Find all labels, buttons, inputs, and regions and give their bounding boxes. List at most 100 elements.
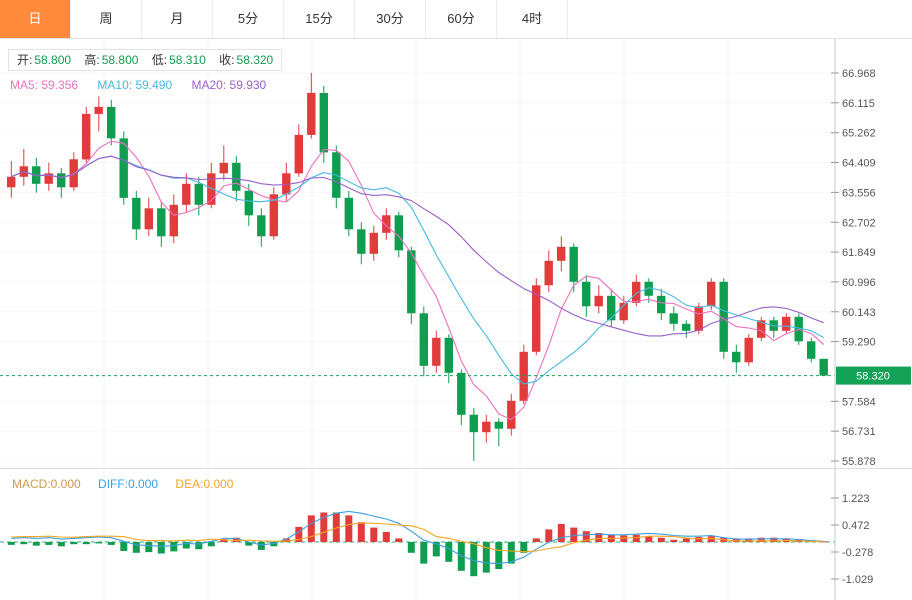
candle bbox=[257, 215, 266, 237]
svg-text:55.878: 55.878 bbox=[842, 456, 876, 468]
candle bbox=[569, 246, 578, 282]
macd-bar bbox=[132, 542, 140, 553]
tab-month[interactable]: 月 bbox=[142, 0, 213, 38]
candle bbox=[682, 323, 691, 331]
candle bbox=[819, 358, 828, 376]
tab-60min[interactable]: 60分 bbox=[426, 0, 497, 38]
candle bbox=[407, 250, 416, 314]
ma5-readout: MA5: 59.356 bbox=[10, 78, 79, 92]
candle bbox=[119, 138, 128, 198]
tab-5min[interactable]: 5分 bbox=[213, 0, 284, 38]
svg-text:60.996: 60.996 bbox=[842, 277, 876, 289]
macd-bar bbox=[145, 542, 153, 553]
candle bbox=[457, 372, 466, 415]
macd-bar bbox=[707, 536, 715, 542]
macd-bar bbox=[345, 515, 353, 542]
candle bbox=[544, 260, 553, 286]
macd-bar bbox=[157, 542, 165, 554]
candle bbox=[357, 229, 366, 254]
close-value: 58.320 bbox=[236, 53, 274, 67]
tab-day[interactable]: 日 bbox=[0, 0, 71, 38]
macd-bar bbox=[645, 536, 653, 542]
candle bbox=[244, 190, 253, 216]
macd-bar bbox=[270, 542, 278, 547]
svg-text:0.472: 0.472 bbox=[842, 520, 870, 532]
tab-4hour[interactable]: 4时 bbox=[497, 0, 568, 38]
candle bbox=[807, 341, 816, 359]
macd-bar bbox=[770, 537, 778, 542]
svg-text:-1.029: -1.029 bbox=[842, 574, 873, 586]
svg-text:63.556: 63.556 bbox=[842, 187, 876, 199]
svg-text:66.115: 66.115 bbox=[842, 98, 875, 110]
macd-bar bbox=[320, 512, 328, 542]
candle bbox=[594, 295, 603, 307]
candle bbox=[482, 421, 491, 433]
main-y-axis: 66.968 66.115 65.262 64.409 63.556 62.702 61.8… bbox=[831, 39, 876, 468]
candle bbox=[744, 337, 753, 363]
svg-text:56.731: 56.731 bbox=[842, 426, 876, 438]
candle bbox=[707, 281, 716, 307]
macd-bar bbox=[695, 537, 703, 542]
candle bbox=[169, 204, 178, 237]
svg-text:1.223: 1.223 bbox=[842, 493, 870, 505]
macd-bar bbox=[420, 542, 428, 564]
svg-text:62.702: 62.702 bbox=[842, 217, 876, 229]
svg-text:-0.278: -0.278 bbox=[842, 547, 873, 559]
candle bbox=[132, 197, 141, 230]
macd-bar bbox=[545, 529, 553, 542]
macd-chart[interactable]: 1.223 0.472 -0.278 -1.029 bbox=[0, 469, 912, 600]
candle bbox=[344, 197, 353, 230]
candle bbox=[207, 173, 216, 205]
macd-bar bbox=[482, 542, 490, 573]
tab-15min[interactable]: 15分 bbox=[284, 0, 355, 38]
macd-histogram bbox=[7, 512, 828, 577]
macd-bar bbox=[532, 538, 540, 542]
candle bbox=[82, 113, 91, 160]
ma5-line bbox=[11, 140, 825, 421]
macd-bar bbox=[682, 538, 690, 542]
timeframe-tabbar: 日周月 5分 15分 30分 60分 4时 bbox=[0, 0, 912, 39]
candle bbox=[444, 337, 453, 373]
candle bbox=[582, 281, 591, 307]
macd-readout: MACD:0.000 bbox=[12, 477, 81, 491]
macd-bar bbox=[395, 538, 403, 542]
macd-bar bbox=[182, 542, 190, 549]
macd-bar bbox=[107, 542, 115, 545]
candle bbox=[44, 173, 53, 184]
main-gridlines bbox=[0, 39, 835, 468]
tab-week[interactable]: 周 bbox=[71, 0, 142, 38]
high-label: 高: bbox=[84, 53, 100, 67]
candle bbox=[219, 162, 228, 174]
candle bbox=[669, 313, 678, 324]
candle bbox=[469, 414, 478, 433]
macd-bar bbox=[457, 542, 465, 571]
candle bbox=[757, 320, 766, 338]
macd-bar bbox=[57, 542, 65, 547]
macd-bar bbox=[495, 542, 503, 569]
macd-bar bbox=[95, 542, 103, 544]
macd-bar bbox=[120, 542, 128, 551]
candle bbox=[69, 159, 78, 188]
candle bbox=[307, 92, 316, 135]
macd-bar bbox=[595, 533, 603, 542]
candle bbox=[282, 173, 291, 195]
candle bbox=[732, 351, 741, 363]
candle bbox=[382, 215, 391, 233]
diff-line bbox=[11, 510, 824, 565]
macd-bar bbox=[70, 542, 78, 545]
tab-30min[interactable]: 30分 bbox=[355, 0, 426, 38]
ohlc-summary: 开: 58.800 高: 58.800 低: 58.310 收: 58.320 bbox=[8, 49, 283, 71]
macd-bar bbox=[82, 542, 90, 545]
candle bbox=[182, 183, 191, 205]
svg-text:66.968: 66.968 bbox=[842, 68, 876, 80]
candle bbox=[232, 162, 241, 191]
candle bbox=[607, 295, 616, 321]
macd-bar bbox=[570, 527, 578, 542]
macd-bar bbox=[370, 527, 378, 542]
macd-bar bbox=[757, 537, 765, 542]
macd-bar bbox=[32, 542, 40, 546]
macd-bar bbox=[245, 542, 253, 546]
candlestick-chart[interactable]: 66.968 66.115 65.262 64.409 63.556 62.702 61.8… bbox=[0, 39, 912, 468]
macd-bar bbox=[520, 542, 528, 553]
ma20-readout: MA20: 59.930 bbox=[191, 78, 267, 92]
